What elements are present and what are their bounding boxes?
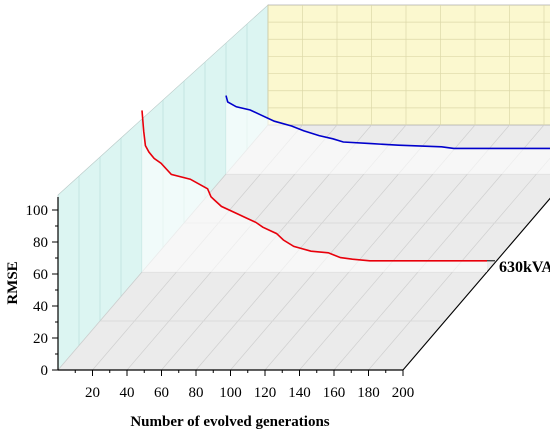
x-tick-label: 100 xyxy=(219,385,242,401)
x-tick-label: 60 xyxy=(154,385,169,401)
series-fill xyxy=(226,95,550,174)
x-tick-label: 160 xyxy=(323,385,346,401)
x-tick-label: 40 xyxy=(120,385,135,401)
y-tick-label: 20 xyxy=(33,331,48,347)
floor-plane xyxy=(58,125,550,370)
x-tick-label: 20 xyxy=(85,385,100,401)
x-tick-label: 120 xyxy=(254,385,277,401)
x-tick-label: 140 xyxy=(288,385,311,401)
back-wall xyxy=(267,4,550,126)
y-axis-title: RMSE xyxy=(5,261,21,304)
series-line xyxy=(225,95,550,150)
x-tick-label: 80 xyxy=(189,385,204,401)
y-tick-label: 40 xyxy=(33,299,48,315)
y-tick-label: 100 xyxy=(26,203,49,219)
series-line xyxy=(141,110,487,262)
x-tick-label: 200 xyxy=(392,385,415,401)
x-axis-title: Number of evolved generations xyxy=(130,414,329,430)
y-tick-label: 80 xyxy=(33,235,48,251)
x-tick-label: 180 xyxy=(357,385,380,401)
y-tick-label: 60 xyxy=(33,267,48,283)
series-label: 630kVA xyxy=(499,259,550,276)
y-tick-label: 0 xyxy=(41,363,49,379)
depth-axis-line xyxy=(402,197,550,371)
series-fill xyxy=(142,110,487,273)
